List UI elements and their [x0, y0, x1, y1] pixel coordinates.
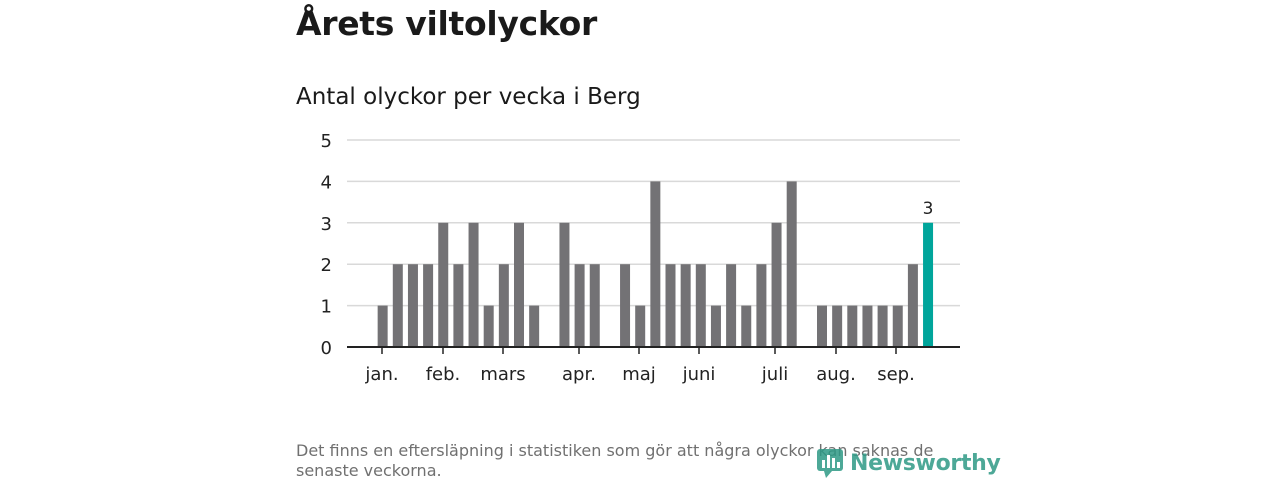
- bar: [635, 305, 646, 347]
- bar: [710, 305, 721, 347]
- y-tick-label-1: 1: [321, 297, 332, 318]
- y-tick-label-4: 4: [321, 172, 332, 193]
- x-tick-label-juli: juli: [761, 364, 788, 385]
- bar: [620, 264, 631, 347]
- bar: [877, 305, 888, 347]
- bar: [695, 264, 706, 347]
- x-tick-label-sep: sep.: [877, 364, 915, 385]
- bar: [832, 305, 843, 347]
- bar: [771, 222, 782, 347]
- bar: [907, 264, 918, 347]
- x-tick-label-juni: juni: [682, 364, 716, 385]
- bar: [786, 181, 797, 347]
- x-tick-label-feb: feb.: [426, 364, 461, 385]
- x-tick-label-maj: maj: [622, 364, 656, 385]
- bar: [741, 305, 752, 347]
- bar: [574, 264, 585, 347]
- bar: [665, 264, 676, 347]
- bar: [529, 305, 540, 347]
- bar: [392, 264, 403, 347]
- bar: [650, 181, 661, 347]
- bar: [756, 264, 767, 347]
- chart-subtitle: Antal olyckor per vecka i Berg: [296, 84, 641, 110]
- bar: [862, 305, 873, 347]
- footnote: Det finns en eftersläpning i statistiken…: [296, 441, 934, 480]
- newsworthy-logo-icon: [817, 449, 843, 478]
- bar: [423, 264, 434, 347]
- y-tick-label-0: 0: [321, 338, 332, 359]
- bar: [453, 264, 464, 347]
- bar: [847, 305, 858, 347]
- bar: [514, 222, 524, 347]
- bar: [726, 264, 737, 347]
- y-tick-label-2: 2: [321, 255, 332, 276]
- logo-text: Newsworthy: [850, 450, 1001, 476]
- bar: [483, 305, 494, 347]
- bar: [407, 264, 418, 347]
- x-tick-label-jan: jan.: [364, 364, 398, 385]
- bar: [377, 305, 388, 347]
- x-tick-label-aug: aug.: [816, 364, 856, 385]
- bar: [438, 222, 449, 347]
- bar: [559, 222, 570, 347]
- y-tick-label-5: 5: [321, 131, 332, 152]
- bar-highlight: [923, 222, 934, 347]
- chart-title: Årets viltolyckor: [296, 4, 597, 43]
- bar: [680, 264, 691, 347]
- y-tick-label-3: 3: [321, 214, 332, 235]
- bar: [468, 222, 479, 347]
- bar: [892, 305, 903, 347]
- bar: [498, 264, 509, 347]
- newsworthy-logo: Newsworthy: [816, 446, 1001, 480]
- data-label: 3: [923, 199, 934, 219]
- x-tick-label-mars: mars: [480, 364, 525, 385]
- bar: [589, 264, 600, 347]
- bar: [817, 305, 827, 347]
- x-tick-label-apr: apr.: [562, 364, 596, 385]
